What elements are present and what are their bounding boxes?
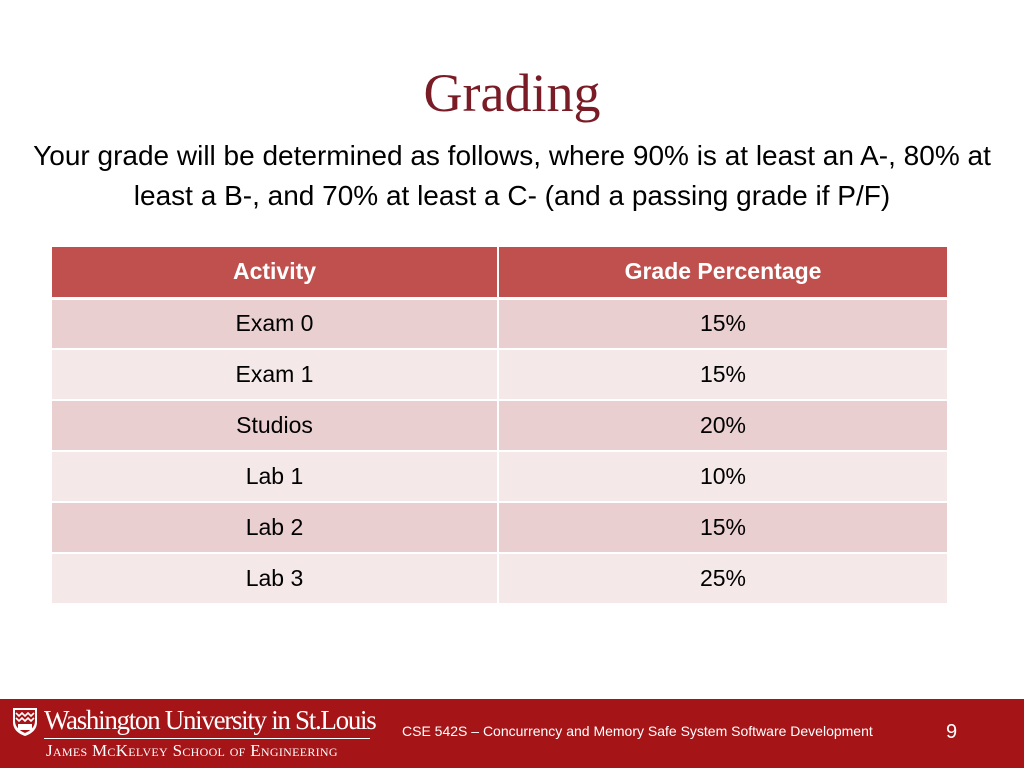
activity-cell: Exam 1 [52, 349, 499, 401]
percent-cell: 10% [498, 451, 947, 503]
percent-cell: 15% [498, 502, 947, 554]
activity-cell: Lab 1 [52, 451, 499, 503]
activity-cell: Studios [52, 400, 499, 452]
header-activity: Activity [52, 247, 499, 300]
table-row: Lab 3 25% [52, 553, 947, 605]
page-number: 9 [946, 721, 958, 743]
university-name: Washington University in St.Louis [44, 705, 377, 735]
school-name: James McKelvey School of Engineering [46, 741, 338, 760]
header-grade-percentage: Grade Percentage [498, 247, 947, 300]
shield-icon [13, 708, 37, 736]
table-header-row: Activity Grade Percentage [52, 247, 947, 300]
table-row: Exam 0 15% [52, 298, 947, 350]
table-row: Studios 20% [52, 400, 947, 452]
table-row: Lab 2 15% [52, 502, 947, 554]
intro-text: Your grade will be determined as follows… [33, 140, 991, 211]
percent-cell: 20% [498, 400, 947, 452]
activity-cell: Exam 0 [52, 298, 499, 350]
activity-cell: Lab 2 [52, 502, 499, 554]
table-row: Exam 1 15% [52, 349, 947, 401]
activity-cell: Lab 3 [52, 553, 499, 605]
percent-cell: 25% [498, 553, 947, 605]
grade-table: Activity Grade Percentage Exam 0 15% Exa… [52, 247, 947, 605]
logo-divider [44, 738, 370, 739]
percent-cell: 15% [498, 298, 947, 350]
course-title: CSE 542S – Concurrency and Memory Safe S… [402, 723, 873, 739]
slide-title: Grading [423, 63, 601, 123]
table-row: Lab 1 10% [52, 451, 947, 503]
university-logo: Washington University in St.Louis James … [12, 705, 377, 763]
footer-bar: Washington University in St.Louis James … [0, 699, 1024, 768]
percent-cell: 15% [498, 349, 947, 401]
